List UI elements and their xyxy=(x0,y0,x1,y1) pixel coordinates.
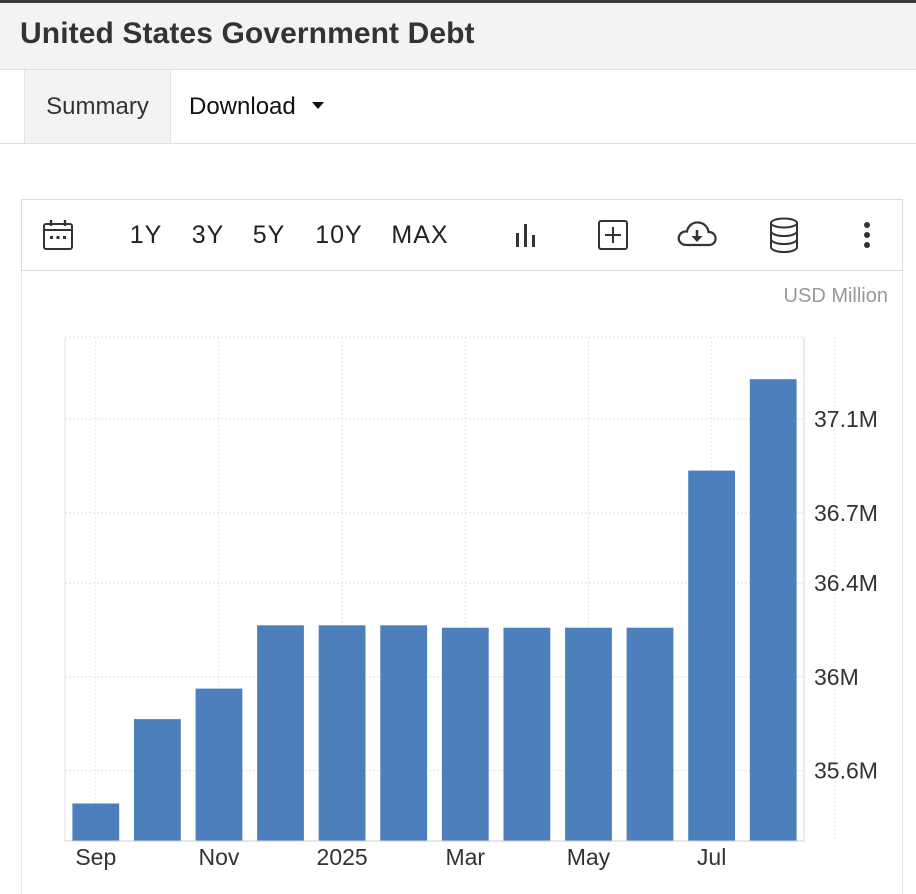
bar-feb xyxy=(380,625,428,841)
tab-download[interactable]: Download xyxy=(189,70,324,143)
y-tick-label: 36.7M xyxy=(814,500,878,526)
chart-type-button[interactable] xyxy=(506,200,546,270)
unit-label: USD Million xyxy=(783,285,888,307)
bar-sep xyxy=(72,803,120,841)
range-1y-button[interactable]: 1Y xyxy=(129,220,163,249)
data-button[interactable] xyxy=(764,200,804,270)
range-10y-button[interactable]: 10Y xyxy=(315,220,363,249)
bar-chart: 35.6M 36M 36.4M 36.7M 37.1M Sep Nov 2025 Mar May J… xyxy=(64,336,878,870)
download-button[interactable] xyxy=(674,200,720,270)
database-icon xyxy=(770,217,798,254)
chart-panel: USD Million 35.6M 36M 36.4M 36.7M 37.1M Sep No… xyxy=(21,271,903,894)
x-tick-label: Jul xyxy=(697,844,726,870)
title-bar: United States Government Debt xyxy=(0,3,916,70)
x-tick-label: May xyxy=(567,844,611,870)
bar-nov xyxy=(195,688,243,841)
range-5y-button[interactable]: 5Y xyxy=(252,220,286,249)
more-vertical-icon xyxy=(864,222,870,248)
bar-dec xyxy=(257,625,304,841)
tab-download-label: Download xyxy=(189,92,296,120)
bar-chart-icon xyxy=(516,224,535,247)
bar-2025 xyxy=(318,625,366,841)
chart-toolbar: 1Y 3Y 5Y 10Y MAX xyxy=(21,199,903,271)
cloud-download-icon xyxy=(677,221,717,247)
y-tick-label: 36M xyxy=(814,664,859,690)
y-tick-label: 35.6M xyxy=(814,758,878,784)
more-options-button[interactable] xyxy=(852,200,882,270)
x-tick-label: 2025 xyxy=(317,844,368,870)
bar-mar xyxy=(441,627,489,841)
tab-bar: Summary Download xyxy=(0,70,916,144)
bar-aug xyxy=(749,379,797,841)
range-3y-button[interactable]: 3Y xyxy=(191,220,225,249)
bar-oct xyxy=(134,719,181,841)
top-border xyxy=(0,0,916,3)
y-tick-label: 36.4M xyxy=(814,570,878,596)
bar-may xyxy=(565,627,612,841)
tab-summary[interactable]: Summary xyxy=(24,70,171,143)
range-max-button[interactable]: MAX xyxy=(391,220,449,249)
page-title: United States Government Debt xyxy=(20,17,475,50)
calendar-icon xyxy=(43,220,73,250)
bar-apr xyxy=(503,627,551,841)
x-tick-label: Nov xyxy=(199,844,240,870)
y-tick-label: 37.1M xyxy=(814,406,878,432)
x-tick-label: Sep xyxy=(75,844,116,870)
x-tick-label: Mar xyxy=(445,844,485,870)
compare-button[interactable] xyxy=(593,200,633,270)
plus-square-icon xyxy=(598,220,628,250)
calendar-button[interactable] xyxy=(38,200,78,270)
caret-down-icon xyxy=(311,101,324,109)
bar-jul xyxy=(688,470,735,841)
bar-jun xyxy=(626,627,674,841)
